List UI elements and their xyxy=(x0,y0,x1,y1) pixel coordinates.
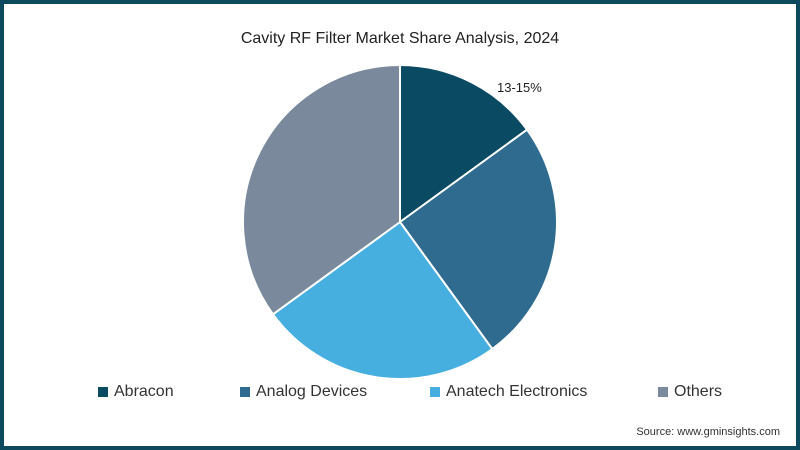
legend: Abracon Analog Devices Anatech Electroni… xyxy=(0,383,800,403)
source-credit: Source: www.gminsights.com xyxy=(636,426,780,438)
legend-swatch xyxy=(98,387,108,397)
legend-swatch xyxy=(240,387,250,397)
pie-slice-analog-devices xyxy=(398,128,558,351)
abracon-share-label: 13-15% xyxy=(497,80,542,95)
pie-slice-anatech-electronics xyxy=(271,220,494,380)
legend-label: Abracon xyxy=(114,383,174,400)
pie-slice-abracon xyxy=(399,63,529,224)
legend-label: Analog Devices xyxy=(256,383,368,400)
legend-label: Others xyxy=(674,383,723,400)
legend-label: Anatech Electronics xyxy=(446,383,588,400)
legend-item-abracon: Abracon xyxy=(98,383,174,401)
legend-swatch xyxy=(430,387,440,397)
legend-item-analog-devices: Analog Devices xyxy=(240,383,367,401)
chart-title: Cavity RF Filter Market Share Analysis, … xyxy=(240,30,560,47)
legend-item-anatech-electronics: Anatech Electronics xyxy=(430,383,587,401)
legend-swatch xyxy=(658,387,668,397)
pie-slice-others xyxy=(242,63,401,316)
legend-item-others: Others xyxy=(658,383,722,401)
